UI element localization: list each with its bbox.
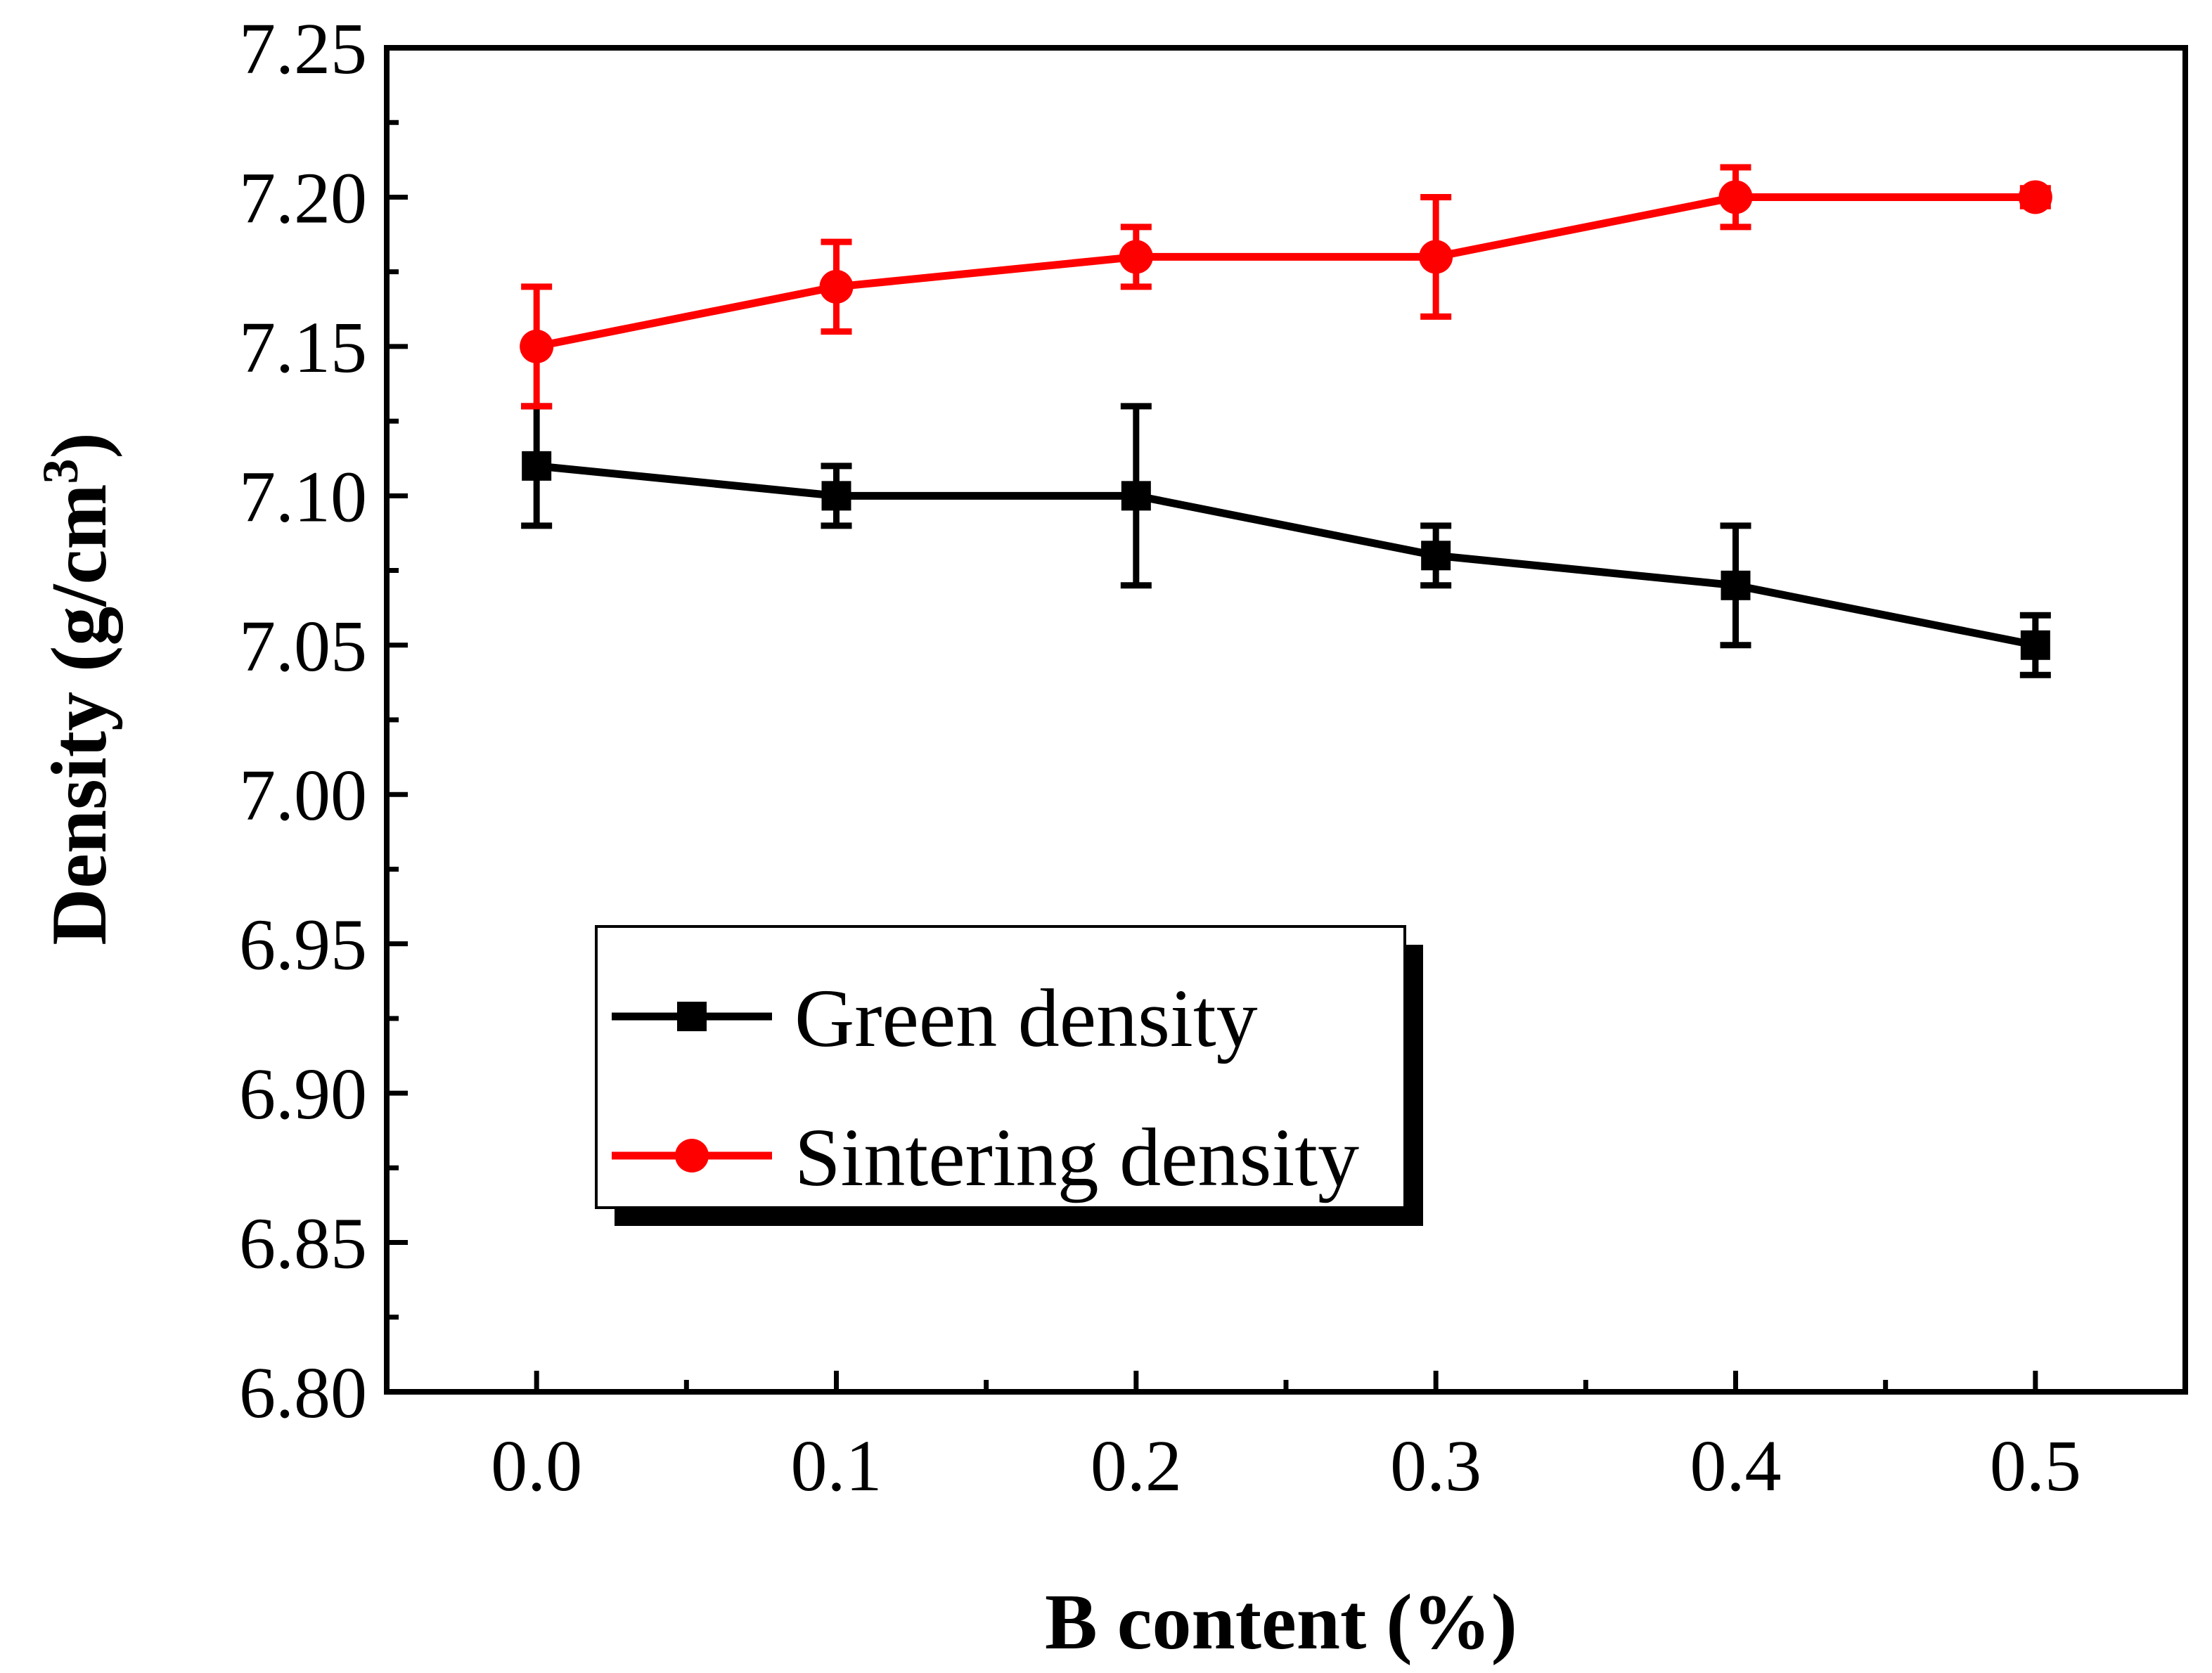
y-tick-label: 6.80 <box>239 1352 367 1433</box>
data-point-circle <box>1718 180 1753 214</box>
y-axis-title-superscript: 3 <box>32 458 89 484</box>
series-line <box>536 462 2036 650</box>
y-tick-label: 7.10 <box>239 456 367 537</box>
x-tick-label: 0.4 <box>1690 1426 1782 1506</box>
y-axis-title: Density (g/cm3) <box>32 432 123 945</box>
x-tick-label: 0.0 <box>491 1426 582 1506</box>
data-point-square <box>2020 630 2050 660</box>
y-axis-title-main: Density (g/cm <box>36 484 123 945</box>
series-line <box>536 193 2036 351</box>
x-tick-label: 0.2 <box>1091 1426 1182 1506</box>
y-tick-label: 7.00 <box>239 755 367 836</box>
y-tick-label: 7.25 <box>239 8 367 89</box>
data-point-circle <box>2018 180 2052 214</box>
data-point-circle <box>1119 240 1153 274</box>
y-tick-label: 6.95 <box>239 905 367 986</box>
legend-item: Green density <box>612 972 1258 1064</box>
y-tick-label: 7.20 <box>239 157 367 238</box>
series-sintering-density <box>520 164 2052 410</box>
data-point-square <box>821 481 851 511</box>
y-tick-label: 6.85 <box>239 1203 367 1284</box>
data-point-square <box>1721 570 1751 600</box>
data-point-square <box>1421 541 1451 571</box>
legend-item: Sintering density <box>612 1111 1359 1203</box>
legend-marker-circle <box>675 1139 709 1173</box>
data-point-square <box>522 451 552 481</box>
series-green-density <box>521 403 2051 678</box>
legend-label: Sintering density <box>795 1111 1359 1203</box>
x-tick-label: 0.5 <box>1990 1426 2081 1506</box>
y-tick-label: 6.90 <box>239 1054 367 1135</box>
y-tick-label: 7.05 <box>239 606 367 687</box>
data-point-circle <box>520 329 554 363</box>
data-point-circle <box>1419 240 1453 274</box>
data-point-square <box>1121 481 1151 511</box>
x-tick-label: 0.1 <box>791 1426 882 1506</box>
x-axis-title: B content (%) <box>1045 1579 1517 1666</box>
legend-label: Green density <box>795 972 1258 1064</box>
legend-marker-square <box>677 1002 707 1031</box>
y-axis-title-close: ) <box>36 432 123 458</box>
x-tick-label: 0.3 <box>1390 1426 1481 1506</box>
data-point-circle <box>819 269 854 304</box>
y-tick-label: 7.15 <box>239 307 367 388</box>
legend-box <box>595 925 1406 1209</box>
